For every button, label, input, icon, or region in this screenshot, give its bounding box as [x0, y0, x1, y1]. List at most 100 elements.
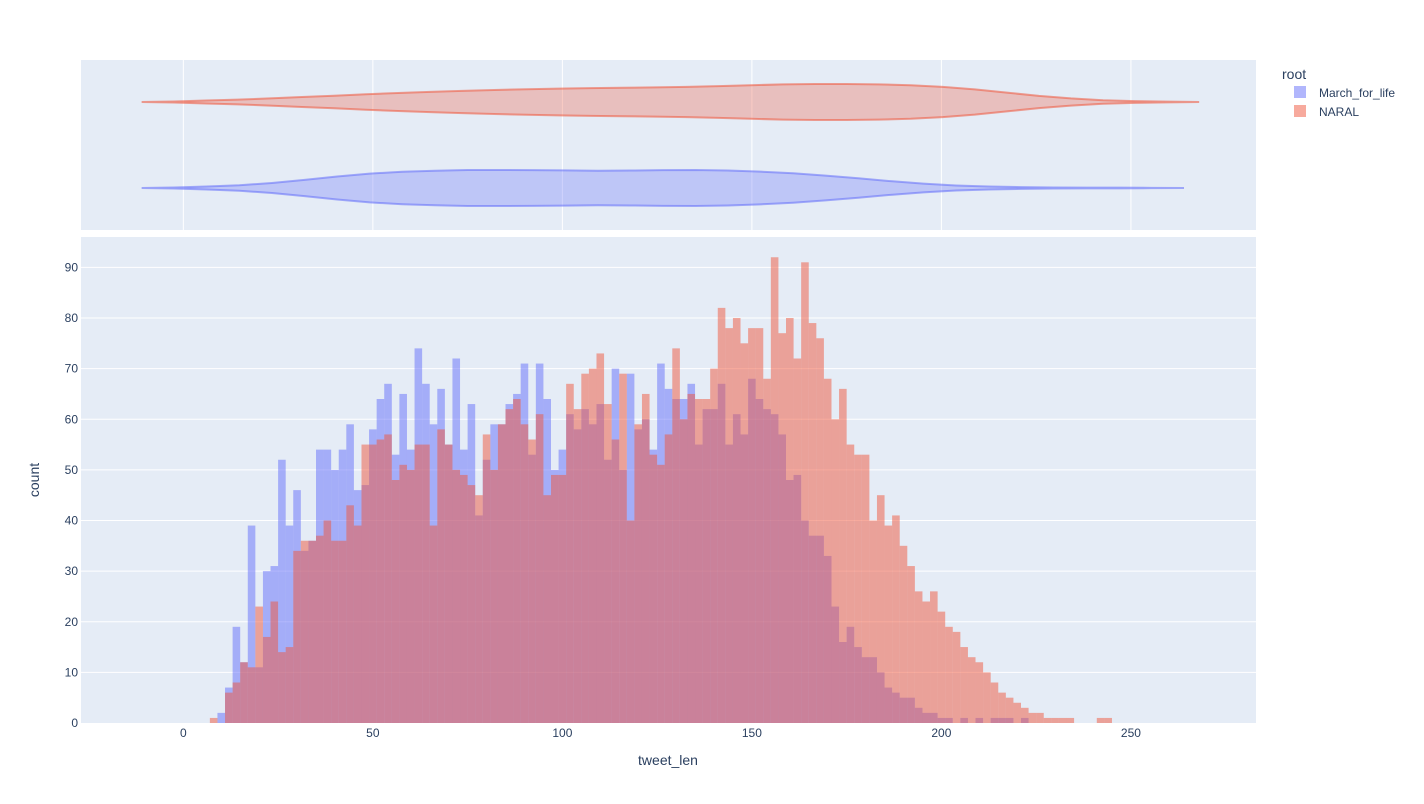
histogram-bar — [649, 454, 658, 723]
histogram-bar — [566, 383, 574, 723]
histogram-bar — [945, 626, 953, 723]
histogram-bar — [240, 662, 248, 723]
violin-plot-area — [81, 60, 1256, 230]
histogram-bar — [376, 439, 385, 723]
y-tick-label: 40 — [65, 514, 79, 528]
histogram-bar — [952, 631, 961, 723]
violin-naral — [141, 83, 1200, 121]
x-tick-label: 100 — [552, 726, 572, 740]
x-tick-label: 200 — [931, 726, 951, 740]
histogram-bar — [209, 717, 218, 723]
histogram-bar — [808, 323, 817, 723]
histogram-bar — [225, 692, 233, 723]
histogram-bar — [763, 378, 771, 723]
histogram-bar — [505, 409, 514, 723]
histogram-bar — [672, 348, 680, 723]
histogram-bar — [793, 358, 802, 723]
histogram-bar — [369, 444, 377, 723]
x-axis-title: tweet_len — [638, 752, 698, 768]
legend[interactable]: root March_for_life NARAL — [1282, 66, 1395, 119]
histogram-bar — [899, 545, 908, 723]
histogram-bar — [1043, 717, 1052, 723]
x-tick-label: 250 — [1121, 726, 1141, 740]
histogram-bar — [482, 434, 491, 723]
histogram-bar — [748, 328, 756, 723]
histogram-bar — [399, 464, 407, 723]
histogram-bar — [490, 469, 498, 723]
histogram-bar — [687, 393, 696, 723]
histogram-bar — [422, 444, 430, 723]
y-tick-label: 60 — [65, 412, 79, 426]
histogram-bar — [278, 459, 286, 723]
histogram-bar — [247, 667, 256, 723]
histogram-bar — [581, 373, 589, 723]
histogram-bar — [475, 495, 483, 723]
histogram-bar — [634, 424, 642, 723]
histogram-bar — [323, 520, 332, 723]
histogram-bar — [839, 388, 847, 723]
legend-item-naral[interactable]: NARAL — [1294, 105, 1359, 119]
histogram-bar — [641, 393, 650, 723]
x-tick-label: 150 — [742, 726, 762, 740]
histogram-bar — [998, 692, 1006, 723]
histogram-bar — [657, 464, 665, 723]
histogram-bar — [406, 469, 415, 723]
histogram-bar — [960, 647, 968, 723]
histogram-bar — [816, 338, 824, 723]
histogram-bar — [990, 682, 999, 723]
histogram-bar — [740, 343, 749, 723]
histogram-bar — [1013, 702, 1021, 723]
legend-title: root — [1282, 66, 1306, 82]
histogram-bar — [361, 444, 370, 723]
histogram-bar — [695, 399, 703, 723]
histogram-bar — [497, 424, 506, 723]
legend-swatch-naral — [1294, 105, 1306, 117]
histogram-bar — [801, 262, 809, 723]
histogram-bar — [1005, 697, 1014, 723]
histogram-bar — [262, 636, 271, 723]
histogram-bar — [247, 525, 256, 723]
histogram-bar — [983, 672, 991, 723]
histogram-bar — [1066, 717, 1075, 723]
histogram-bar — [1051, 717, 1059, 723]
histogram-bar — [460, 474, 468, 723]
histogram-bar — [1021, 707, 1029, 723]
histogram-bar — [316, 535, 324, 723]
y-axis-title: count — [26, 463, 42, 497]
x-axis-ticks: 0 50 100 150 200 250 — [180, 726, 1141, 740]
histogram-bar — [331, 540, 339, 723]
histogram-bar — [854, 454, 862, 723]
y-tick-label: 0 — [71, 716, 78, 730]
histogram-bar — [1028, 712, 1037, 723]
histogram-bar — [255, 606, 263, 723]
y-axis-ticks: 0 10 20 30 40 50 60 70 80 90 — [65, 260, 79, 730]
x-tick-label: 50 — [366, 726, 380, 740]
histogram-bar — [626, 520, 635, 723]
y-tick-label: 10 — [65, 665, 79, 679]
histogram-bar — [300, 540, 309, 723]
histogram-bar — [679, 419, 688, 723]
histogram-bar — [429, 525, 438, 723]
histogram-bar — [232, 682, 241, 723]
histogram-bar — [270, 601, 279, 723]
histogram-bar — [770, 257, 779, 723]
histogram-bar — [588, 368, 597, 723]
histogram-bar — [528, 439, 536, 723]
histogram-bar — [596, 353, 605, 723]
histogram-bar — [975, 662, 984, 723]
histogram-bar — [755, 328, 764, 723]
histogram-bar — [285, 525, 294, 723]
histogram-bar — [1096, 717, 1105, 723]
histogram-bar — [619, 373, 627, 723]
histogram-bar — [1036, 712, 1044, 723]
histogram-bar — [452, 469, 461, 723]
histogram-bar — [217, 712, 226, 723]
legend-item-march-for-life[interactable]: March_for_life — [1294, 86, 1395, 100]
legend-label-naral: NARAL — [1319, 105, 1359, 119]
histogram-bar — [922, 601, 931, 723]
histogram-bar — [823, 378, 832, 723]
y-tick-label: 50 — [65, 463, 79, 477]
histogram-bar — [611, 439, 620, 723]
histogram-bar — [232, 626, 241, 723]
